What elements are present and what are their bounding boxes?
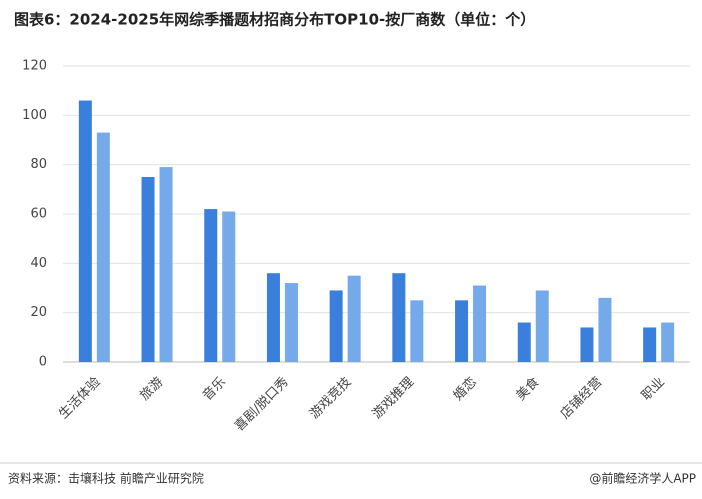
bar xyxy=(141,177,155,362)
brand: @前瞻经济学人APP xyxy=(589,471,696,486)
source: 资料来源：击壤科技 前瞻产业研究院 xyxy=(8,471,204,486)
x-tick-label: 婚恋 xyxy=(450,374,480,404)
bar xyxy=(598,297,612,362)
bar xyxy=(392,273,406,362)
y-tick-label: 80 xyxy=(30,157,47,172)
bar xyxy=(159,167,173,362)
bar xyxy=(455,300,469,362)
bar xyxy=(580,327,594,362)
chart-title: 图表6：2024-2025年网综季播题材招商分布TOP10-按厂商数（单位：个） xyxy=(14,11,535,29)
y-tick-label: 60 xyxy=(30,207,47,222)
bar xyxy=(96,132,110,362)
bar xyxy=(410,300,424,362)
bar xyxy=(643,327,657,362)
bar xyxy=(535,290,549,362)
bar xyxy=(266,273,280,362)
bar xyxy=(222,211,236,362)
bar xyxy=(517,322,531,362)
bar xyxy=(473,285,487,362)
x-tick-label: 店铺经营 xyxy=(558,375,605,422)
x-tick-label: 音乐 xyxy=(199,374,229,404)
x-tick-label: 美食 xyxy=(513,374,543,404)
y-tick-label: 100 xyxy=(22,108,47,123)
x-tick-label: 生活体验 xyxy=(56,374,104,422)
x-tick-label: 游戏竞技 xyxy=(306,374,354,422)
x-tick-label: 喜剧/脱口秀 xyxy=(232,375,292,435)
bar xyxy=(204,209,218,362)
bar xyxy=(284,283,298,362)
bar xyxy=(661,322,675,362)
x-tick-label: 游戏推理 xyxy=(370,375,417,422)
y-tick-label: 0 xyxy=(39,355,47,370)
y-tick-label: 120 xyxy=(22,59,47,74)
bar xyxy=(347,275,361,362)
bar xyxy=(329,290,343,362)
bar xyxy=(78,100,92,363)
y-tick-label: 40 xyxy=(30,256,47,271)
x-tick-label: 职业 xyxy=(639,375,668,404)
x-tick-label: 旅游 xyxy=(137,375,166,404)
y-tick-label: 20 xyxy=(30,305,47,320)
